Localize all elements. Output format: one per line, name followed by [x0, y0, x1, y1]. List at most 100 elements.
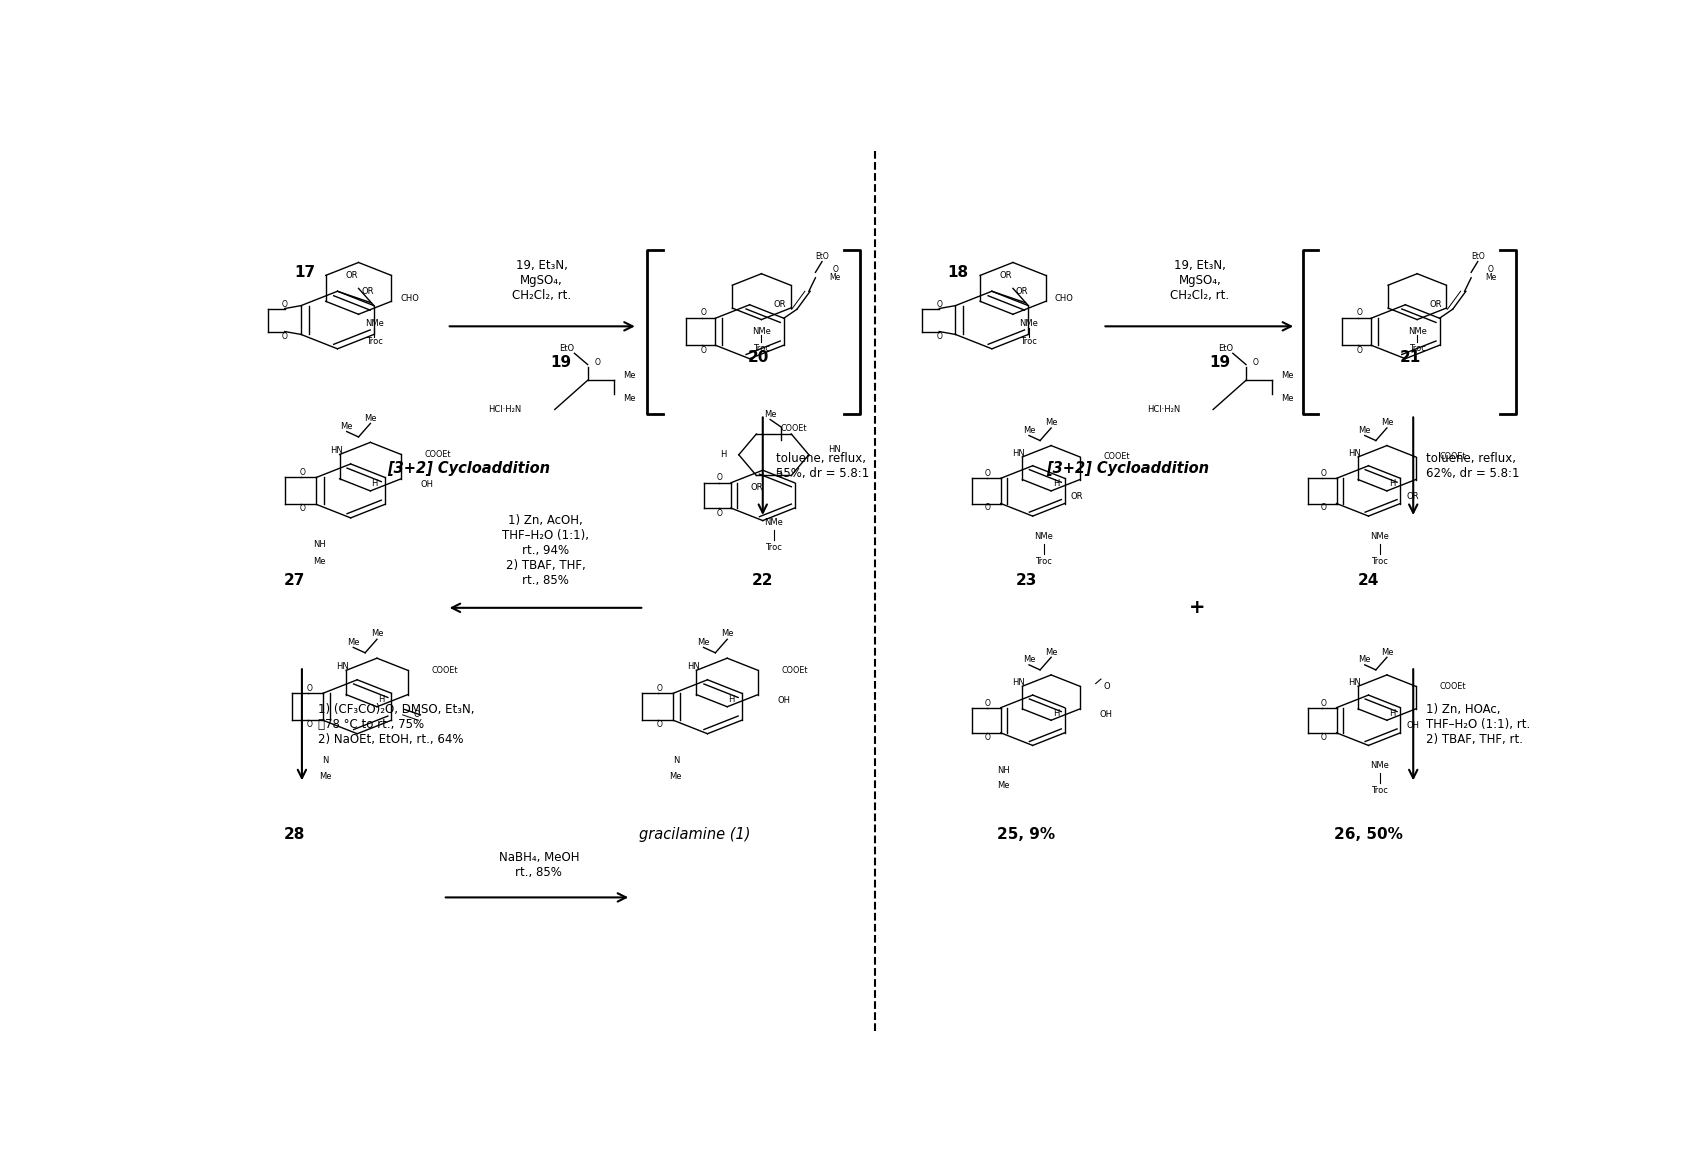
Text: 20: 20 [747, 350, 769, 366]
Text: OH: OH [1099, 710, 1112, 718]
Text: COOEt: COOEt [1104, 452, 1129, 461]
Text: Me: Me [1280, 371, 1294, 381]
Text: COOEt: COOEt [424, 450, 452, 459]
Text: toluene, reflux,
62%, dr = 5.8:1: toluene, reflux, 62%, dr = 5.8:1 [1426, 452, 1520, 480]
Text: H: H [720, 450, 725, 459]
Text: O: O [655, 721, 662, 729]
Text: COOEt: COOEt [781, 666, 808, 675]
Text: O: O [1487, 265, 1493, 274]
Text: 19: 19 [550, 355, 572, 370]
Text: NMe: NMe [1369, 762, 1389, 770]
Text: H: H [1053, 709, 1060, 717]
Text: HN: HN [1012, 449, 1024, 458]
Text: Troc: Troc [764, 543, 781, 552]
Text: NaBH₄, MeOH
rt., 85%: NaBH₄, MeOH rt., 85% [499, 851, 579, 880]
Text: Me: Me [370, 630, 384, 639]
Text: Me: Me [319, 772, 331, 781]
Text: 21: 21 [1399, 350, 1421, 366]
Text: 27: 27 [284, 573, 304, 589]
Text: O: O [1251, 357, 1258, 367]
Text: 23: 23 [1015, 573, 1036, 589]
Text: Me: Me [1044, 648, 1056, 656]
Text: Troc: Troc [1370, 786, 1387, 795]
Text: O: O [655, 684, 662, 694]
Text: H: H [1053, 479, 1060, 488]
Text: O: O [985, 503, 990, 513]
Text: Me: Me [363, 413, 377, 423]
Text: O: O [299, 505, 306, 514]
Text: Me: Me [1380, 648, 1392, 656]
Text: OR: OR [1015, 287, 1027, 296]
Text: NMe: NMe [1019, 319, 1037, 328]
Text: Me: Me [720, 630, 734, 639]
Text: Troc: Troc [1370, 557, 1387, 566]
Text: O: O [936, 332, 942, 341]
Text: 22: 22 [752, 573, 773, 589]
Text: 25, 9%: 25, 9% [997, 827, 1054, 842]
Text: gracilamine (1): gracilamine (1) [638, 827, 749, 842]
Text: OR: OR [362, 287, 374, 296]
Text: Me: Me [1022, 655, 1034, 665]
Text: NH: NH [997, 766, 1009, 776]
Text: N: N [323, 756, 329, 765]
Text: O: O [299, 468, 306, 478]
Text: H: H [774, 471, 781, 479]
Text: O: O [985, 732, 990, 742]
Text: OH: OH [421, 480, 433, 488]
Text: Me: Me [623, 394, 635, 403]
Text: O: O [936, 299, 942, 308]
Text: O: O [1319, 698, 1326, 708]
Text: OH: OH [778, 695, 790, 704]
Text: N: N [672, 756, 679, 765]
Text: HN: HN [1348, 677, 1360, 687]
Text: Me: Me [1022, 426, 1034, 434]
Text: O: O [700, 346, 706, 355]
Text: 18: 18 [946, 265, 968, 280]
Text: O: O [985, 698, 990, 708]
Text: NMe: NMe [752, 327, 771, 335]
Text: [3+2] Cycloaddition: [3+2] Cycloaddition [387, 461, 550, 475]
Text: H: H [1389, 709, 1394, 717]
Text: O: O [282, 332, 287, 341]
Text: toluene, reflux,
55%, dr = 5.8:1: toluene, reflux, 55%, dr = 5.8:1 [776, 452, 869, 480]
Text: O: O [306, 684, 312, 694]
Text: HCl·H₂N: HCl·H₂N [489, 405, 521, 413]
Text: COOEt: COOEt [431, 666, 458, 675]
Text: EtO: EtO [559, 345, 574, 353]
Text: NMe: NMe [1369, 531, 1389, 541]
Text: OR: OR [1428, 300, 1440, 310]
Text: O: O [717, 473, 722, 482]
Text: NMe: NMe [1034, 531, 1053, 541]
Text: H: H [377, 695, 384, 704]
Text: HN: HN [1348, 449, 1360, 458]
Text: 1) (CF₃CO)₂O, DMSO, Et₃N,
⁲78 °C to rt., 75%
2) NaOEt, EtOH, rt., 64%: 1) (CF₃CO)₂O, DMSO, Et₃N, ⁲78 °C to rt.,… [318, 703, 474, 746]
Text: COOEt: COOEt [779, 424, 807, 433]
Text: Me: Me [696, 638, 710, 647]
Text: O: O [1355, 308, 1362, 318]
Text: Me: Me [1358, 426, 1370, 434]
Text: OR: OR [345, 271, 358, 280]
Text: Troc: Troc [1034, 557, 1051, 566]
Text: +: + [1189, 598, 1206, 618]
Text: Me: Me [1380, 418, 1392, 427]
Text: 19, Et₃N,
MgSO₄,
CH₂Cl₂, rt.: 19, Et₃N, MgSO₄, CH₂Cl₂, rt. [511, 259, 571, 303]
Text: Troc: Troc [365, 336, 382, 346]
Text: EtO: EtO [1217, 345, 1233, 353]
Text: HN: HN [686, 662, 700, 670]
Text: OR: OR [1070, 492, 1083, 501]
Text: H: H [370, 479, 377, 488]
Text: NMe: NMe [764, 519, 783, 527]
Text: Me: Me [1358, 655, 1370, 665]
Text: Me: Me [1484, 273, 1496, 283]
Text: CHO: CHO [401, 294, 419, 303]
Text: O: O [1319, 503, 1326, 513]
Text: 24: 24 [1357, 573, 1379, 589]
Text: COOEt: COOEt [1438, 682, 1465, 690]
Text: Me: Me [764, 410, 776, 419]
Text: Me: Me [340, 422, 353, 431]
Text: O: O [282, 299, 287, 308]
Text: [3+2] Cycloaddition: [3+2] Cycloaddition [1046, 461, 1209, 475]
Text: O: O [306, 721, 312, 729]
Text: Me: Me [997, 781, 1009, 791]
Text: Troc: Troc [752, 343, 769, 353]
